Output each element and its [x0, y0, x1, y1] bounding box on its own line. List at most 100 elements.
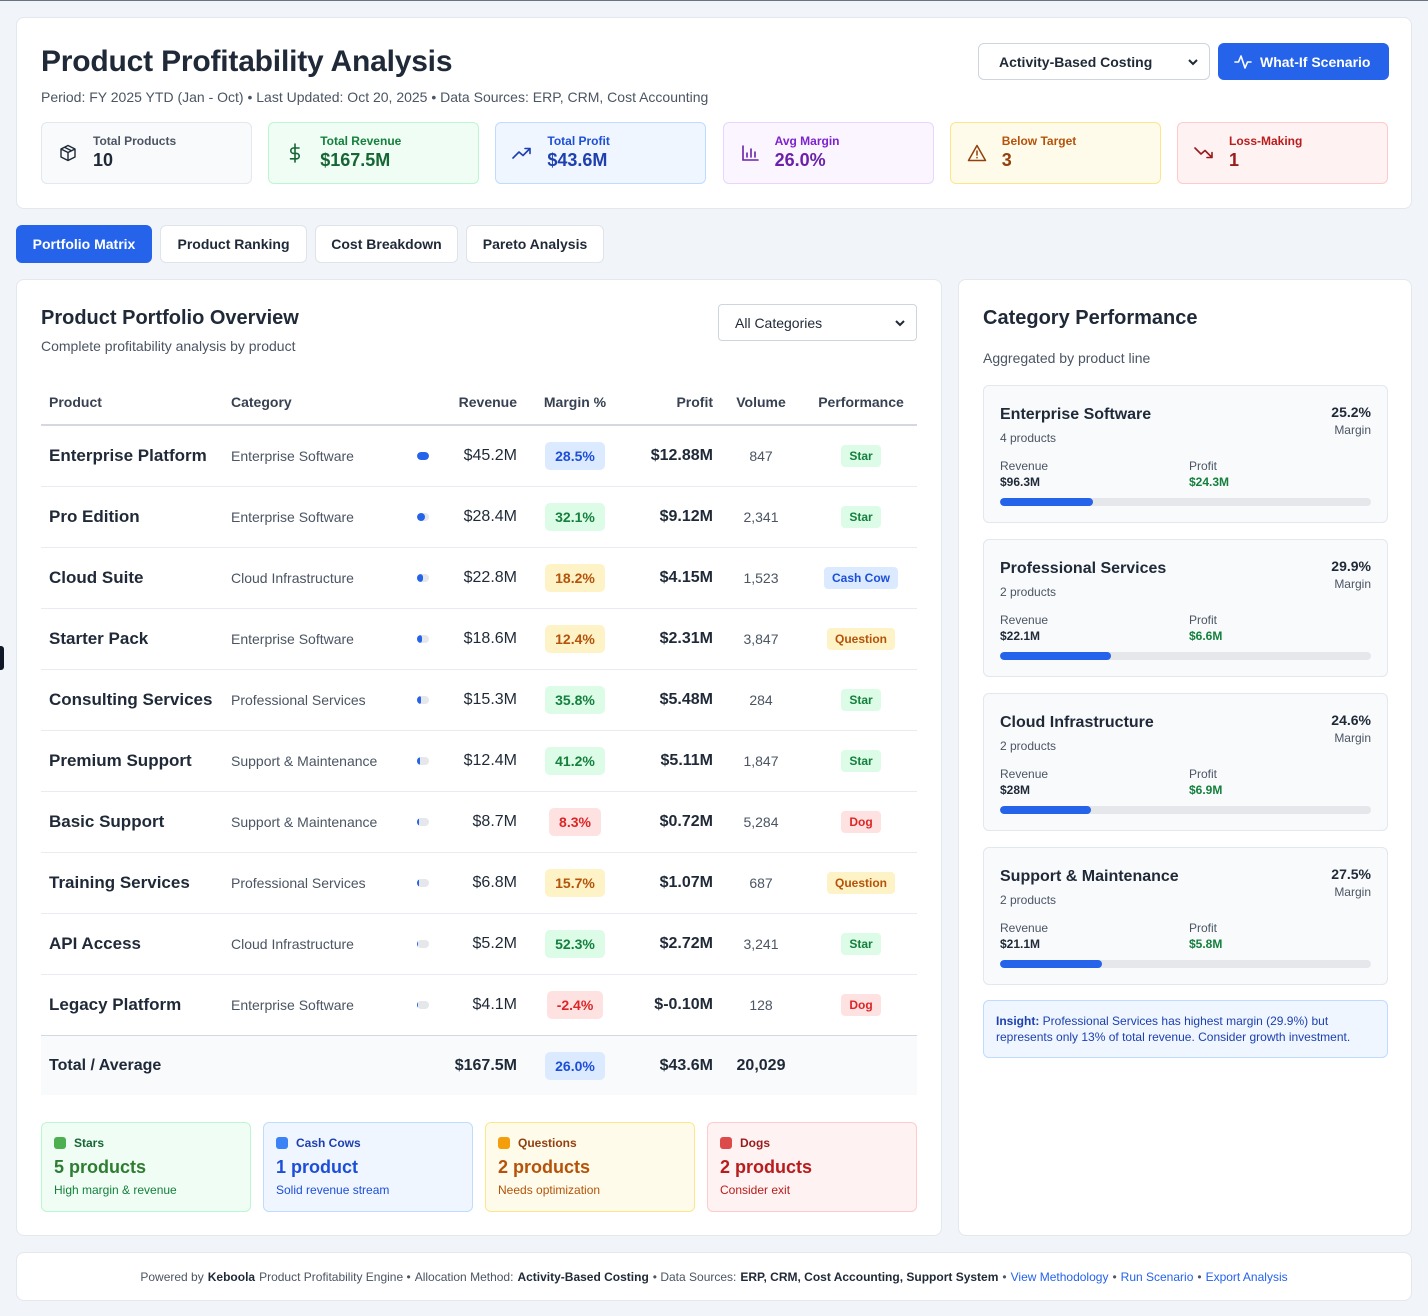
kpi-card: Loss-Making 1: [1177, 122, 1388, 184]
side-drawer-handle[interactable]: [0, 646, 4, 670]
kpi-value: $167.5M: [320, 150, 391, 170]
kpi-card: Avg Margin 26.0%: [722, 122, 934, 184]
category-progress-fill: [1000, 498, 1093, 506]
table-row[interactable]: Legacy Platform Enterprise Software $4.1M -…: [41, 975, 917, 1036]
revenue-share-bar: [417, 1001, 429, 1009]
quadrant-count: 2 products: [720, 1157, 813, 1177]
margin-badge: 15.7%: [545, 869, 605, 897]
costing-method-value: Activity-Based Costing: [999, 53, 1153, 70]
category-progress-bar: [1000, 498, 1371, 506]
quadrant-name: Stars: [74, 1136, 105, 1150]
legend-swatch: [54, 1137, 66, 1149]
column-header-volume[interactable]: Volume: [736, 394, 786, 410]
product-revenue: $18.6M: [463, 630, 517, 647]
table-row[interactable]: Consulting Services Professional Services…: [41, 670, 917, 731]
column-header-product[interactable]: Product: [49, 394, 102, 410]
tab-cost-breakdown[interactable]: Cost Breakdown: [315, 225, 458, 263]
revenue-share-cell: [417, 879, 441, 887]
quadrant-description: Consider exit: [720, 1183, 791, 1197]
quadrant-card[interactable]: Dogs 2 products Consider exit: [707, 1122, 917, 1212]
category-revenue-label: Revenue: [1000, 921, 1049, 935]
table-row[interactable]: Pro Edition Enterprise Software $28.4M 32.1…: [41, 487, 917, 548]
kpi-card: Total Products 10: [41, 122, 252, 184]
margin-cell: 8.3%: [517, 808, 633, 836]
revenue-share-cell: [417, 635, 441, 643]
margin-badge: 18.2%: [545, 564, 605, 592]
category-card[interactable]: Professional Services 2 products 29.9% Marg…: [983, 539, 1388, 677]
performance-badge: Cash Cow: [823, 567, 898, 589]
view-methodology-link[interactable]: View Methodology: [1010, 1269, 1109, 1284]
revenue-share-bar: [417, 940, 429, 948]
footer-allocation-prefix: Allocation Method:: [414, 1269, 514, 1284]
category-margin: 29.9%: [1331, 558, 1371, 574]
revenue-share-bar: [417, 513, 429, 521]
insight-box: Insight: Professional Services has highe…: [983, 1000, 1388, 1058]
product-name: API Access: [49, 934, 141, 953]
table-row[interactable]: Starter Pack Enterprise Software $18.6M 12.…: [41, 609, 917, 670]
tab-pareto-analysis[interactable]: Pareto Analysis: [466, 225, 604, 263]
quadrant-card[interactable]: Questions 2 products Needs optimization: [485, 1122, 695, 1212]
category-card[interactable]: Enterprise Software 4 products 25.2% Margin…: [983, 385, 1388, 523]
export-analysis-link[interactable]: Export Analysis: [1205, 1269, 1288, 1284]
revenue-share-cell: [417, 940, 441, 948]
performance-badge: Star: [841, 445, 881, 467]
page-header: Product Profitability Analysis Period: F…: [16, 17, 1412, 209]
margin-cell: 52.3%: [517, 930, 633, 958]
quadrant-count: 1 product: [276, 1157, 359, 1177]
total-profit: $43.6M: [659, 1056, 713, 1074]
table-row[interactable]: Enterprise Platform Enterprise Software $4…: [41, 426, 917, 487]
product-name: Enterprise Platform: [49, 446, 207, 465]
category-progress-bar: [1000, 960, 1371, 968]
column-header-profit[interactable]: Profit: [676, 394, 713, 410]
column-header-revenue[interactable]: Revenue: [458, 394, 517, 410]
product-revenue: $15.3M: [463, 691, 517, 708]
kpi-label: Total Products: [93, 134, 177, 148]
table-row[interactable]: Cloud Suite Cloud Infrastructure $22.8M 18.…: [41, 548, 917, 609]
product-profit: $2.72M: [659, 935, 713, 952]
run-scenario-link[interactable]: Run Scenario: [1120, 1269, 1194, 1284]
category-card[interactable]: Support & Maintenance 2 products 27.5% Marg…: [983, 847, 1388, 985]
legend-swatch: [498, 1137, 510, 1149]
category-card[interactable]: Cloud Infrastructure 2 products 24.6% Margi…: [983, 693, 1388, 831]
quadrant-card[interactable]: Cash Cows 1 product Solid revenue stream: [263, 1122, 473, 1212]
tab-portfolio-matrix[interactable]: Portfolio Matrix: [16, 225, 152, 263]
trend-up-icon: [512, 143, 532, 163]
category-product-count: 2 products: [1000, 893, 1057, 907]
table-row[interactable]: Premium Support Support & Maintenance $12.…: [41, 731, 917, 792]
product-profit: $-0.10M: [654, 996, 713, 1013]
category-filter-select[interactable]: All Categories: [718, 304, 917, 341]
revenue-share-fill: [417, 452, 429, 460]
table-row[interactable]: Training Services Professional Services $6…: [41, 853, 917, 914]
what-if-scenario-button[interactable]: What-If Scenario: [1218, 43, 1389, 80]
quadrant-header: Stars: [54, 1136, 238, 1150]
product-category: Professional Services: [231, 692, 366, 708]
revenue-share-bar: [417, 635, 429, 643]
column-header-performance[interactable]: Performance: [818, 394, 904, 410]
product-category: Cloud Infrastructure: [231, 570, 354, 586]
column-header-category[interactable]: Category: [231, 394, 292, 410]
product-revenue: $6.8M: [472, 874, 517, 891]
tab-product-ranking[interactable]: Product Ranking: [160, 225, 307, 263]
product-profit: $1.07M: [659, 874, 713, 891]
table-total-row: Total / Average $167.5M 26.0% $43.6M 20,…: [41, 1035, 917, 1095]
performance-cell: Star: [809, 445, 913, 467]
product-profit: $0.72M: [659, 813, 713, 830]
category-margin: 27.5%: [1331, 866, 1371, 882]
costing-method-select[interactable]: Activity-Based Costing: [978, 43, 1210, 80]
performance-badge: Star: [841, 506, 881, 528]
margin-cell: -2.4%: [517, 991, 633, 1019]
column-header-margin[interactable]: Margin %: [543, 394, 607, 410]
category-name: Support & Maintenance: [1000, 868, 1179, 885]
margin-badge: 41.2%: [545, 747, 605, 775]
quadrant-card[interactable]: Stars 5 products High margin & revenue: [41, 1122, 251, 1212]
quadrant-count: 2 products: [498, 1157, 591, 1177]
performance-cell: Star: [809, 506, 913, 528]
performance-badge: Question: [826, 628, 895, 650]
table-header: Product Category Revenue Margin % Profit…: [41, 380, 917, 426]
table-row[interactable]: API Access Cloud Infrastructure $5.2M 52.3%…: [41, 914, 917, 975]
margin-cell: 41.2%: [517, 747, 633, 775]
revenue-share-cell: [417, 452, 441, 460]
margin-cell: 35.8%: [517, 686, 633, 714]
table-row[interactable]: Basic Support Support & Maintenance $8.7M 8…: [41, 792, 917, 853]
legend-swatch: [276, 1137, 288, 1149]
